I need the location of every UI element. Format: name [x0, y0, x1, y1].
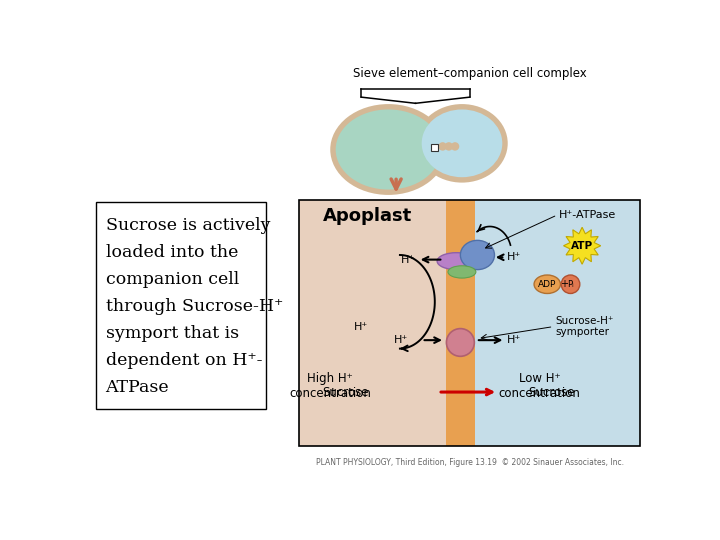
Text: H⁺-ATPase: H⁺-ATPase [559, 210, 616, 220]
Ellipse shape [422, 110, 503, 177]
Bar [431, 144, 438, 151]
Text: ATP: ATP [571, 241, 593, 251]
Circle shape [446, 329, 474, 356]
Text: Low H⁺
concentration: Low H⁺ concentration [498, 372, 580, 400]
Text: H⁺: H⁺ [507, 335, 521, 345]
Ellipse shape [416, 104, 508, 183]
Circle shape [451, 142, 459, 151]
Bar [300, 200, 640, 446]
Bar [446, 200, 475, 446]
Ellipse shape [448, 266, 476, 278]
Circle shape [444, 142, 453, 151]
Text: H⁺: H⁺ [393, 335, 408, 345]
Text: Pᵢ: Pᵢ [567, 280, 574, 289]
Text: Sieve element–companion cell complex: Sieve element–companion cell complex [353, 67, 587, 80]
Polygon shape [564, 227, 600, 264]
Text: through Sucrose-H⁺: through Sucrose-H⁺ [106, 298, 283, 315]
Ellipse shape [437, 253, 476, 269]
Text: H⁺: H⁺ [354, 322, 369, 332]
FancyBboxPatch shape [96, 202, 266, 409]
Text: ATPase: ATPase [106, 379, 169, 396]
Circle shape [438, 142, 447, 151]
Text: H⁺: H⁺ [507, 252, 521, 262]
Text: H⁺: H⁺ [401, 255, 415, 265]
Text: Sucrose is actively: Sucrose is actively [106, 217, 270, 234]
Text: dependent on H⁺-: dependent on H⁺- [106, 352, 262, 369]
Ellipse shape [336, 110, 441, 190]
Ellipse shape [460, 240, 495, 269]
Text: High H⁺
concentration: High H⁺ concentration [289, 372, 372, 400]
Bar [475, 200, 640, 446]
Text: companion cell: companion cell [106, 271, 239, 288]
Text: Sucrose-H⁺
symporter: Sucrose-H⁺ symporter [555, 316, 613, 338]
Text: Sucrose: Sucrose [323, 386, 369, 399]
Ellipse shape [534, 275, 560, 294]
Text: Sucrose: Sucrose [528, 386, 575, 399]
Bar [300, 200, 446, 446]
Ellipse shape [330, 104, 446, 195]
Text: ADP: ADP [538, 280, 557, 289]
Text: loaded into the: loaded into the [106, 244, 238, 261]
Text: PLANT PHYSIOLOGY, Third Edition, Figure 13.19  © 2002 Sinauer Associates, Inc.: PLANT PHYSIOLOGY, Third Edition, Figure … [316, 458, 624, 467]
Text: symport that is: symport that is [106, 325, 238, 342]
Text: Apoplast: Apoplast [323, 207, 412, 225]
Text: +: + [560, 279, 568, 289]
Circle shape [561, 275, 580, 294]
